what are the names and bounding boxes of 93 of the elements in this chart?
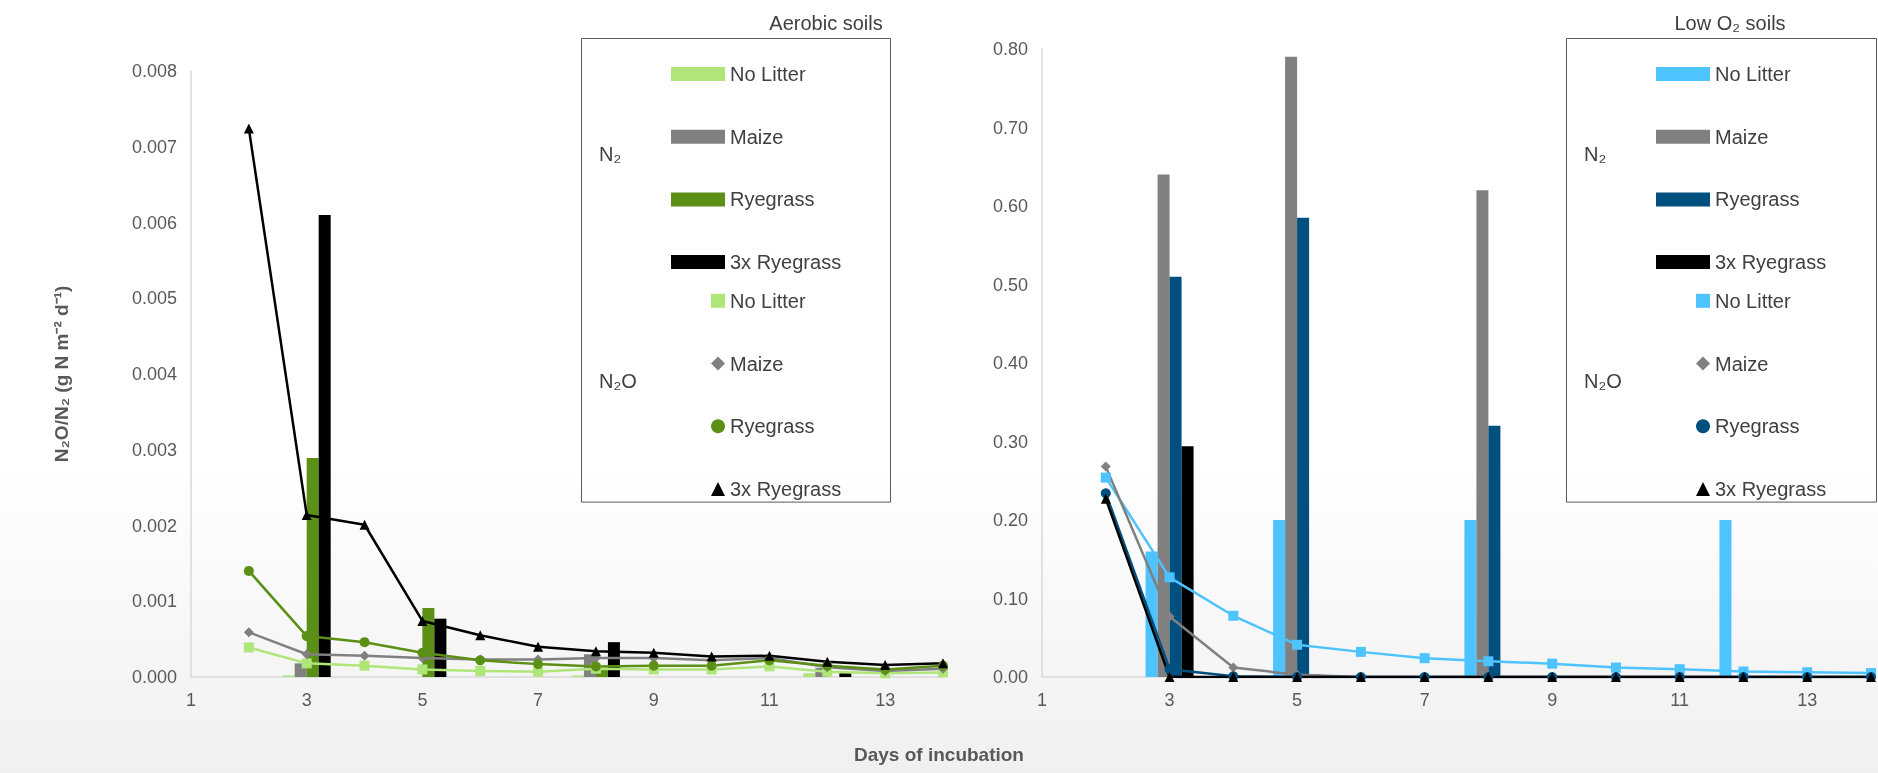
point bbox=[1164, 572, 1175, 583]
point bbox=[1228, 662, 1239, 673]
legend-label: Maize bbox=[730, 125, 784, 148]
point bbox=[417, 615, 428, 626]
point bbox=[1100, 461, 1111, 472]
legend-label: Ryegrass bbox=[1715, 188, 1800, 211]
y-tick-label: 0.001 bbox=[131, 591, 177, 612]
annotation: N₂ bbox=[599, 143, 622, 166]
legend-label: No Litter bbox=[1715, 289, 1791, 312]
y-tick-label: 0.50 bbox=[992, 274, 1029, 295]
x-tick-label: 1 bbox=[1037, 690, 1048, 710]
point bbox=[822, 656, 833, 667]
x-tick-label: 9 bbox=[1547, 690, 1558, 710]
point bbox=[533, 641, 544, 652]
y-tick-label: 0.60 bbox=[992, 196, 1029, 216]
x-tick-label: 13 bbox=[1797, 690, 1818, 710]
chart-title: Aerobic soils bbox=[769, 12, 883, 34]
y-tick-label: 0.005 bbox=[131, 288, 177, 309]
x-tick-label: 9 bbox=[648, 690, 659, 710]
y-axis-title: N₂O/N₂ (g N m⁻² d⁻¹) bbox=[51, 285, 72, 463]
legend-label: Ryegrass bbox=[1715, 415, 1800, 438]
point bbox=[359, 637, 370, 648]
y-tick-label: 0.004 bbox=[131, 364, 177, 384]
y-tick-label: 0.002 bbox=[131, 515, 177, 536]
legend-label: 3x Ryegrass bbox=[730, 251, 842, 274]
x-tick-label: 7 bbox=[533, 690, 544, 710]
point bbox=[359, 650, 370, 661]
point bbox=[475, 665, 486, 676]
legend-label: 3x Ryegrass bbox=[1715, 251, 1827, 274]
legend-label: 3x Ryegrass bbox=[1715, 477, 1827, 500]
chart-title: Low O₂ soils bbox=[1674, 12, 1786, 34]
point bbox=[301, 649, 312, 660]
y-tick-label: 0.000 bbox=[131, 667, 177, 687]
point bbox=[1355, 646, 1366, 657]
point bbox=[243, 627, 254, 638]
point bbox=[359, 660, 370, 671]
point bbox=[1228, 610, 1239, 621]
point bbox=[533, 659, 544, 670]
point bbox=[417, 664, 428, 675]
y-tick-label: 0.007 bbox=[131, 136, 177, 157]
x-tick-label: 11 bbox=[1670, 690, 1690, 710]
x-tick-label: 5 bbox=[417, 690, 428, 710]
point bbox=[1483, 656, 1494, 667]
point bbox=[1164, 672, 1175, 682]
x-tick-label: 1 bbox=[185, 690, 197, 710]
y-tick-label: 0.10 bbox=[992, 588, 1029, 609]
point bbox=[1610, 662, 1621, 673]
x-tick-label: 11 bbox=[760, 690, 779, 710]
legend-label: Maize bbox=[1715, 352, 1769, 375]
point bbox=[1547, 658, 1558, 669]
point bbox=[1292, 639, 1303, 650]
x-tick-label: 3 bbox=[1164, 690, 1175, 710]
x-tick-label: 13 bbox=[875, 690, 896, 710]
y-tick-label: 0.70 bbox=[992, 117, 1029, 138]
legend-label: No Litter bbox=[730, 289, 806, 312]
point bbox=[1419, 653, 1430, 664]
annotation: N₂ bbox=[1584, 143, 1607, 166]
legend-label: Maize bbox=[1715, 125, 1769, 148]
annotation: N₂O bbox=[599, 369, 637, 392]
bar bbox=[1476, 190, 1489, 677]
point bbox=[648, 647, 659, 658]
annotation: N₂O bbox=[1584, 369, 1622, 392]
x-axis-title: Days of incubation bbox=[853, 744, 1025, 766]
legend-label: No Litter bbox=[730, 63, 806, 85]
legend-label: 3x Ryegrass bbox=[730, 477, 842, 500]
point bbox=[243, 123, 254, 134]
y-tick-label: 0.008 bbox=[131, 61, 177, 81]
point bbox=[301, 658, 312, 669]
point bbox=[648, 660, 659, 671]
bar bbox=[839, 673, 852, 677]
point bbox=[243, 642, 254, 653]
point bbox=[475, 630, 486, 641]
legend-label: No Litter bbox=[1715, 63, 1791, 85]
point bbox=[1100, 472, 1111, 483]
y-tick-label: 0.80 bbox=[992, 39, 1029, 59]
y-tick-label: 0.30 bbox=[992, 431, 1029, 452]
legend-label: Maize bbox=[730, 352, 784, 375]
point bbox=[706, 651, 717, 662]
y-tick-label: 0.20 bbox=[992, 510, 1029, 530]
y-tick-label: 0.003 bbox=[131, 439, 177, 460]
point bbox=[590, 646, 601, 657]
point bbox=[1100, 493, 1111, 504]
y-tick-label: 0.40 bbox=[992, 353, 1029, 373]
legend-label: Ryegrass bbox=[730, 188, 815, 211]
point bbox=[243, 565, 254, 576]
legend-label: Ryegrass bbox=[730, 415, 815, 438]
point bbox=[880, 659, 891, 670]
y-tick-label: 0.00 bbox=[992, 667, 1029, 687]
point bbox=[359, 519, 370, 530]
x-tick-label: 5 bbox=[1292, 690, 1303, 710]
y-tick-label: 0.006 bbox=[131, 212, 177, 233]
x-tick-label: 3 bbox=[301, 690, 312, 710]
x-tick-label: 7 bbox=[1419, 690, 1430, 710]
